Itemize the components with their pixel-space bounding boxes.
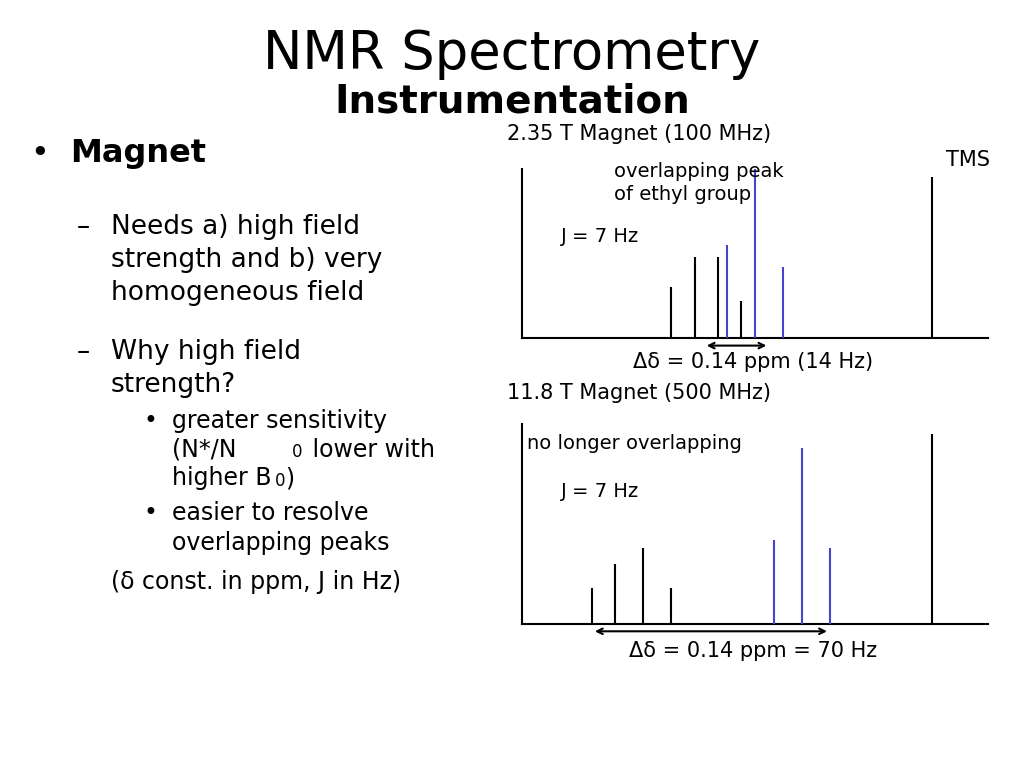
Text: NMR Spectrometry: NMR Spectrometry xyxy=(263,28,761,80)
Text: •: • xyxy=(31,138,49,169)
Text: 0: 0 xyxy=(274,472,285,489)
Text: Why high field
strength?: Why high field strength? xyxy=(111,339,301,399)
Text: Δδ = 0.14 ppm = 70 Hz: Δδ = 0.14 ppm = 70 Hz xyxy=(629,641,877,661)
Text: no longer overlapping: no longer overlapping xyxy=(527,435,742,453)
Text: easier to resolve
overlapping peaks: easier to resolve overlapping peaks xyxy=(172,501,389,555)
Text: J = 7 Hz: J = 7 Hz xyxy=(561,227,639,246)
Text: 11.8 T Magnet (500 MHz): 11.8 T Magnet (500 MHz) xyxy=(507,383,771,403)
Text: lower with: lower with xyxy=(305,438,435,462)
Text: Instrumentation: Instrumentation xyxy=(334,82,690,121)
Text: •: • xyxy=(143,409,158,433)
Text: Needs a) high field
strength and b) very
homogeneous field: Needs a) high field strength and b) very… xyxy=(111,214,382,306)
Text: greater sensitivity: greater sensitivity xyxy=(172,409,387,433)
Text: –: – xyxy=(77,339,90,366)
Text: J = 7 Hz: J = 7 Hz xyxy=(561,482,639,501)
Text: 0: 0 xyxy=(292,443,302,461)
Text: TMS: TMS xyxy=(946,150,989,170)
Text: Magnet: Magnet xyxy=(70,138,206,169)
Text: (δ const. in ppm, J in Hz): (δ const. in ppm, J in Hz) xyxy=(111,570,400,594)
Text: overlapping peak
of ethyl group: overlapping peak of ethyl group xyxy=(614,161,784,204)
Text: –: – xyxy=(77,214,90,240)
Text: (N*/N: (N*/N xyxy=(172,438,237,462)
Text: higher B: higher B xyxy=(172,466,271,490)
Text: Δδ = 0.14 ppm (14 Hz): Δδ = 0.14 ppm (14 Hz) xyxy=(633,353,872,372)
Text: ): ) xyxy=(285,466,294,490)
Text: •: • xyxy=(143,501,158,525)
Text: 2.35 T Magnet (100 MHz): 2.35 T Magnet (100 MHz) xyxy=(507,124,771,144)
